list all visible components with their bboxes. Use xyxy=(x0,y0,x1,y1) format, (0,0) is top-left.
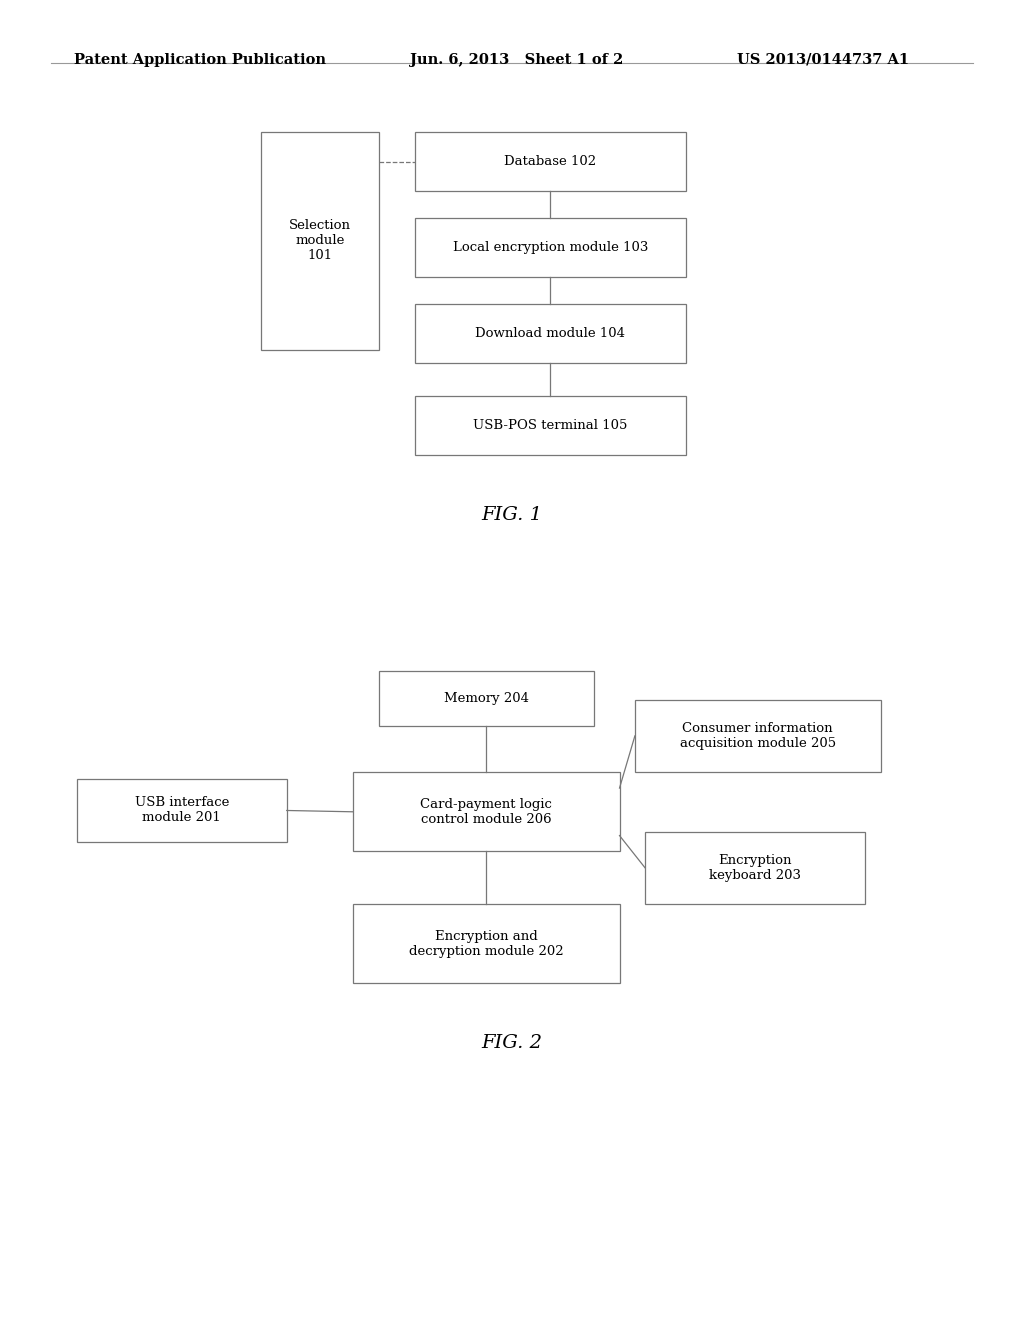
Bar xyxy=(415,304,686,363)
Text: Database 102: Database 102 xyxy=(505,156,596,168)
Bar xyxy=(415,132,686,191)
Text: Encryption and
decryption module 202: Encryption and decryption module 202 xyxy=(409,929,564,958)
Text: US 2013/0144737 A1: US 2013/0144737 A1 xyxy=(737,53,909,67)
Text: Consumer information
acquisition module 205: Consumer information acquisition module … xyxy=(680,722,836,750)
Text: USB interface
module 201: USB interface module 201 xyxy=(134,796,229,825)
Text: Card-payment logic
control module 206: Card-payment logic control module 206 xyxy=(421,797,552,826)
Text: Memory 204: Memory 204 xyxy=(443,692,529,705)
Text: Local encryption module 103: Local encryption module 103 xyxy=(453,242,648,253)
Bar xyxy=(353,772,620,851)
Bar xyxy=(635,700,881,772)
Bar xyxy=(415,396,686,455)
Text: Jun. 6, 2013   Sheet 1 of 2: Jun. 6, 2013 Sheet 1 of 2 xyxy=(410,53,623,67)
Text: Selection
module
101: Selection module 101 xyxy=(289,219,351,263)
Text: USB-POS terminal 105: USB-POS terminal 105 xyxy=(473,420,628,432)
Text: Encryption
keyboard 203: Encryption keyboard 203 xyxy=(710,854,801,882)
Bar xyxy=(77,779,287,842)
Text: FIG. 2: FIG. 2 xyxy=(481,1034,543,1052)
Text: FIG. 1: FIG. 1 xyxy=(481,506,543,524)
Bar xyxy=(415,218,686,277)
Bar xyxy=(379,671,594,726)
Bar xyxy=(645,832,865,904)
Text: Download module 104: Download module 104 xyxy=(475,327,626,339)
Bar xyxy=(353,904,620,983)
Bar xyxy=(261,132,379,350)
Text: Patent Application Publication: Patent Application Publication xyxy=(74,53,326,67)
